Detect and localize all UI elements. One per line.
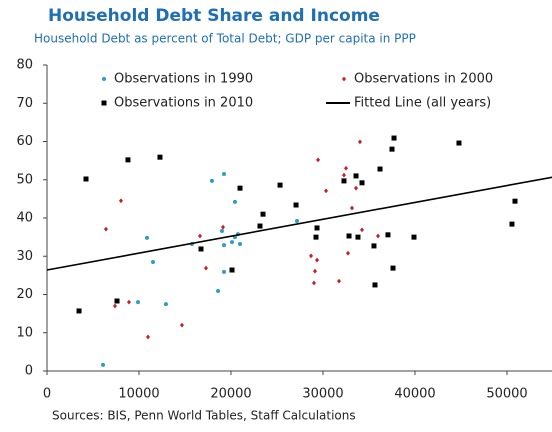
point (101, 362, 106, 367)
y-tick-label: 10 (16, 325, 33, 340)
point (260, 211, 266, 217)
y-tick-label: 0 (25, 364, 33, 379)
legend-marker (102, 77, 106, 81)
point (103, 226, 108, 232)
point (203, 265, 208, 271)
point (209, 178, 214, 183)
point (359, 180, 365, 186)
x-tick-label: 10000 (118, 387, 159, 402)
point (230, 240, 235, 245)
point (126, 299, 131, 305)
point (357, 139, 362, 145)
legend-label: Observations in 1990 (114, 72, 253, 87)
point (135, 300, 140, 305)
point (118, 198, 123, 204)
point (372, 282, 378, 288)
point (309, 253, 314, 259)
point (346, 233, 352, 239)
point (145, 235, 150, 240)
point (376, 233, 381, 239)
point (512, 198, 518, 204)
point (509, 221, 515, 227)
point (341, 178, 347, 184)
point (360, 227, 365, 233)
point (125, 157, 131, 163)
x-tick-label: 30000 (302, 387, 343, 402)
point (83, 176, 89, 182)
point (456, 140, 462, 146)
legend-label: Fitted Line (all years) (354, 96, 491, 111)
y-tick-label: 40 (16, 211, 33, 226)
x-tick-label: 40000 (394, 387, 435, 402)
point (311, 280, 316, 286)
point (257, 223, 263, 229)
point (389, 146, 395, 152)
point (377, 166, 383, 172)
point (76, 308, 82, 314)
legend-label: Observations in 2000 (354, 72, 493, 87)
point (222, 172, 227, 177)
point (390, 265, 396, 271)
y-tick-label: 70 (16, 96, 33, 111)
point (314, 225, 320, 231)
point (114, 298, 120, 304)
point (198, 246, 204, 252)
point (216, 289, 221, 294)
point (238, 242, 243, 247)
x-tick-label: 20000 (210, 387, 251, 402)
legend-label: Observations in 2010 (114, 96, 253, 111)
point (355, 234, 361, 240)
point (337, 278, 342, 284)
chart-subtitle: Household Debt as percent of Total Debt;… (34, 32, 416, 46)
point (150, 259, 155, 264)
point (222, 269, 227, 274)
point (324, 188, 329, 194)
point (344, 165, 348, 171)
point (197, 233, 202, 239)
fitted-line (46, 176, 552, 271)
y-tick-label: 50 (16, 172, 33, 187)
point (341, 172, 346, 178)
point (353, 173, 359, 179)
point (315, 257, 320, 263)
point (349, 205, 354, 211)
source-note: Sources: BIS, Penn World Tables, Staff C… (52, 409, 356, 423)
point (163, 302, 168, 307)
point (222, 243, 227, 248)
point (316, 157, 321, 163)
point (179, 322, 184, 328)
point (146, 334, 151, 340)
x-tick-label: 50000 (486, 387, 527, 402)
legend-marker (101, 100, 107, 106)
y-tick-label: 20 (16, 287, 33, 302)
point (391, 135, 397, 141)
point (385, 232, 391, 238)
x-tick-label: 0 (43, 387, 51, 402)
y-tick-label: 80 (16, 58, 33, 73)
point (293, 202, 299, 208)
point (346, 250, 351, 256)
point (277, 182, 283, 188)
point (157, 154, 163, 160)
chart-title: Household Debt Share and Income (48, 6, 380, 26)
point (219, 229, 224, 234)
point (411, 234, 417, 240)
point (371, 243, 377, 249)
point (112, 303, 117, 309)
point (312, 268, 317, 274)
y-tick-label: 30 (16, 249, 33, 264)
point (232, 199, 237, 204)
point (220, 224, 225, 230)
legend-marker (342, 76, 346, 82)
point (229, 267, 235, 273)
point (294, 219, 299, 224)
point (313, 234, 319, 240)
y-tick-label: 60 (16, 134, 33, 149)
point (354, 185, 359, 191)
point (237, 185, 243, 191)
